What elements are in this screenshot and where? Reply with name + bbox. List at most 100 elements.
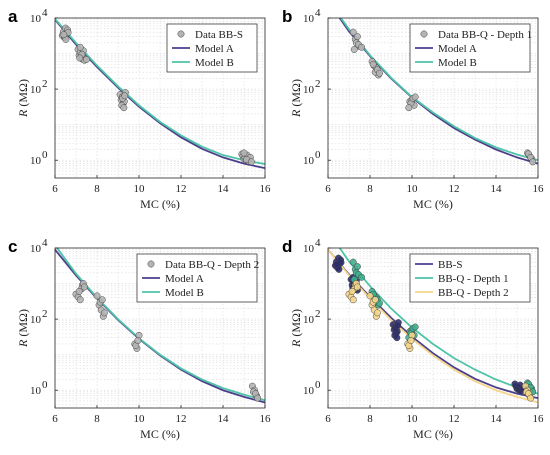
data-point	[407, 337, 415, 344]
plot-area	[338, 18, 538, 166]
x-axis-label: MC (%)	[413, 197, 453, 211]
y-tick-exponent: 2	[315, 78, 321, 90]
data-point	[529, 158, 537, 166]
data-point	[76, 296, 84, 304]
legend-entry: Data BB-S	[195, 29, 243, 41]
x-axis-label: MC (%)	[140, 197, 180, 211]
data-point	[411, 93, 419, 101]
data-point	[376, 69, 383, 77]
x-tick-label: 16	[260, 183, 272, 195]
data-point	[411, 323, 419, 331]
y-tick-exponent: 0	[315, 379, 321, 391]
panel-letter: d	[282, 237, 292, 256]
legend-entry: Model B	[165, 287, 204, 299]
data-point	[394, 322, 402, 330]
data-point	[134, 337, 142, 344]
legend-entry: Model A	[165, 273, 204, 285]
data-point	[93, 292, 101, 300]
data-point	[100, 309, 108, 317]
legend-entry: Data BB-Q - Depth 2	[165, 259, 259, 271]
plot-area	[55, 248, 265, 404]
x-tick-label: 12	[176, 183, 187, 195]
data-point	[358, 43, 366, 51]
x-tick-label: 6	[52, 183, 58, 195]
x-tick-label: 8	[367, 413, 373, 425]
x-tick-label: 6	[52, 413, 58, 425]
data-point	[358, 273, 366, 281]
data-point	[405, 104, 413, 112]
x-tick-label: 16	[533, 183, 545, 195]
data-point	[98, 296, 106, 304]
plot-area	[328, 248, 538, 404]
y-tick-exponent: 2	[42, 308, 48, 320]
data-point	[353, 283, 361, 291]
legend-entry: Data BB-Q - Depth 1	[438, 29, 532, 41]
data-point	[333, 261, 341, 269]
x-tick-label: 16	[533, 413, 545, 425]
y-tick-exponent: 0	[42, 379, 48, 391]
data-point	[349, 258, 357, 266]
legend-entry: BB-S	[438, 259, 462, 271]
y-axis-label: R (MΩ)	[16, 309, 30, 348]
legend-entry: BB-Q - Depth 2	[438, 287, 509, 299]
data-point	[76, 54, 84, 62]
x-tick-label: 6	[325, 183, 331, 195]
x-tick-label: 10	[134, 183, 146, 195]
x-axis-label: MC (%)	[140, 427, 180, 441]
data-point	[76, 43, 84, 51]
x-tick-label: 8	[367, 183, 373, 195]
legend-entry: Model A	[195, 43, 234, 55]
y-axis-label: R (MΩ)	[289, 309, 303, 348]
x-axis-label: MC (%)	[413, 427, 453, 441]
y-tick-exponent: 4	[315, 7, 321, 19]
y-tick-exponent: 0	[42, 149, 48, 161]
data-point	[60, 31, 68, 39]
x-tick-label: 10	[407, 413, 419, 425]
y-tick-label: 10	[30, 13, 42, 25]
y-tick-exponent: 4	[42, 237, 48, 249]
x-tick-label: 16	[260, 413, 272, 425]
data-point	[247, 158, 255, 166]
data-point	[121, 92, 129, 100]
axes-frame	[327, 17, 539, 179]
y-tick-label: 10	[30, 385, 42, 397]
data-point	[353, 33, 361, 41]
y-tick-label: 10	[30, 314, 42, 326]
data-point	[366, 292, 374, 300]
axes-frame	[54, 17, 266, 179]
x-tick-label: 10	[134, 413, 146, 425]
series-line-1	[55, 18, 265, 165]
data-point	[348, 287, 356, 295]
legend-marker	[177, 30, 185, 38]
x-tick-label: 10	[407, 183, 419, 195]
y-tick-label: 10	[303, 13, 315, 25]
y-tick-label: 10	[30, 84, 42, 96]
x-tick-label: 14	[218, 183, 230, 195]
data-point	[254, 394, 262, 402]
y-tick-exponent: 4	[315, 237, 321, 249]
data-point	[349, 296, 357, 304]
x-tick-label: 14	[491, 183, 503, 195]
data-point	[369, 60, 377, 68]
x-tick-label: 12	[449, 183, 460, 195]
y-axis-label: R (MΩ)	[289, 79, 303, 118]
y-tick-exponent: 2	[315, 308, 321, 320]
legend-marker	[147, 260, 155, 268]
data-point	[120, 104, 128, 112]
panel-letter: c	[8, 237, 17, 256]
y-tick-exponent: 4	[42, 7, 48, 19]
data-point	[353, 263, 361, 271]
legend: Data BB-Q - Depth 2 Model A Model B	[136, 253, 259, 303]
series-line-2	[328, 249, 538, 404]
legend: BB-S BB-Q - Depth 1 BB-Q - Depth 2	[409, 253, 531, 303]
panel-letter: a	[8, 7, 18, 26]
series-line-0	[55, 19, 265, 169]
y-tick-label: 10	[30, 243, 42, 255]
series-line-1	[55, 248, 265, 402]
legend-entry: Model B	[195, 57, 234, 69]
data-point	[240, 149, 248, 157]
x-tick-label: 6	[325, 413, 331, 425]
